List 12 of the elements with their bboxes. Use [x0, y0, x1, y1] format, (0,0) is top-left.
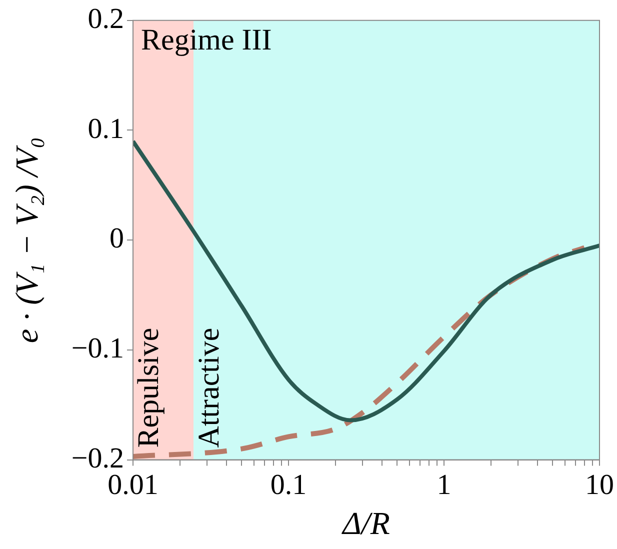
- y-tick-label: 0.1: [88, 112, 124, 145]
- x-tick-label: 10: [585, 468, 614, 501]
- y-axis-title: e · (V₁ − V₂) /V₀: [8, 137, 45, 344]
- x-axis-title: Δ/R: [340, 505, 390, 542]
- band-label: Attractive: [192, 328, 226, 448]
- annotation: Regime III: [141, 23, 272, 56]
- y-tick-label: −0.1: [71, 332, 124, 365]
- band-label: Repulsive: [132, 328, 165, 448]
- x-tick-label: 1: [436, 468, 452, 501]
- x-tick-label: 0.1: [270, 468, 307, 501]
- y-tick-label: 0.2: [88, 3, 124, 36]
- y-tick-label: 0: [110, 222, 124, 255]
